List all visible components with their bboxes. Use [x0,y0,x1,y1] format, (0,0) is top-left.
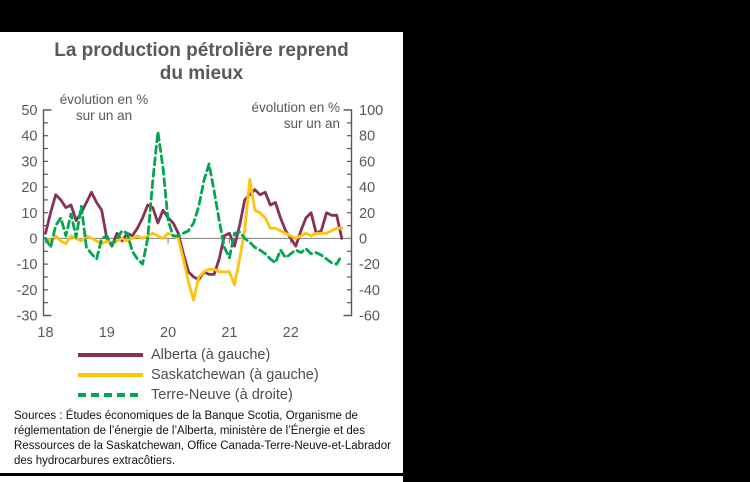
right-axis-tick-label: -40 [359,283,380,299]
x-axis-tick-label: 19 [99,325,115,341]
right-axis-tick-label: 80 [359,129,375,145]
saskatchewan-line [44,177,344,302]
sources-note: Sources : Études économiques de la Banqu… [14,410,391,467]
legend-item: Terre-Neuve (à droite) [78,385,319,405]
right-axis-tick-label: -60 [359,309,380,325]
x-axis-tick-label: 18 [37,325,53,341]
left-axis-tick-label: 40 [21,129,37,145]
legend-item: Saskatchewan (à gauche) [78,365,319,385]
right-axis-tick-label: 60 [359,154,375,170]
right-axis-tick-label: 40 [359,180,375,196]
right-axis-annotation: évolution en % sur un an [251,100,340,131]
legend-label: Alberta (à gauche) [151,347,271,363]
right-axis-tick-label: 0 [359,231,367,247]
line-chart-plot: 50403020100-10-20-30100806040200-20-40-6… [17,103,384,341]
left-axis-tick-label: 20 [21,180,37,196]
legend-label: Saskatchewan (à gauche) [151,367,319,383]
chart-title: La production pétrolière reprend du mieu… [54,40,349,84]
x-axis-tick-label: 21 [221,325,237,341]
legend-line-sample [78,353,143,357]
alberta-line [44,188,344,281]
left-axis-tick-label: -20 [17,283,38,299]
legend-line-sample [78,373,143,377]
chart-legend: Alberta (à gauche) Saskatchewan (à gauche… [78,345,319,405]
right-axis-tick-label: -20 [359,257,380,273]
x-axis-tick-label: 22 [283,325,299,341]
bottom-border-line [0,473,403,476]
left-axis-tick-label: 50 [21,103,37,119]
chart-card: La production pétrolière reprend du mieu… [0,32,403,482]
left-axis-tick-label: -10 [17,257,38,273]
left-axis-tick-label: 30 [21,154,37,170]
left-axis-tick-label: 10 [21,206,37,222]
legend-label: Terre-Neuve (à droite) [151,387,293,403]
left-axis-tick-label: -30 [17,309,38,325]
right-axis-tick-label: 100 [359,103,383,119]
x-axis-tick-label: 20 [160,325,176,341]
left-axis-annotation: évolution en % sur un an [59,92,149,123]
legend-item: Alberta (à gauche) [78,345,319,365]
left-axis-tick-label: 0 [29,231,37,247]
legend-line-sample [78,393,143,397]
right-axis-tick-label: 20 [359,206,375,222]
terre-neuve-line [44,130,344,266]
